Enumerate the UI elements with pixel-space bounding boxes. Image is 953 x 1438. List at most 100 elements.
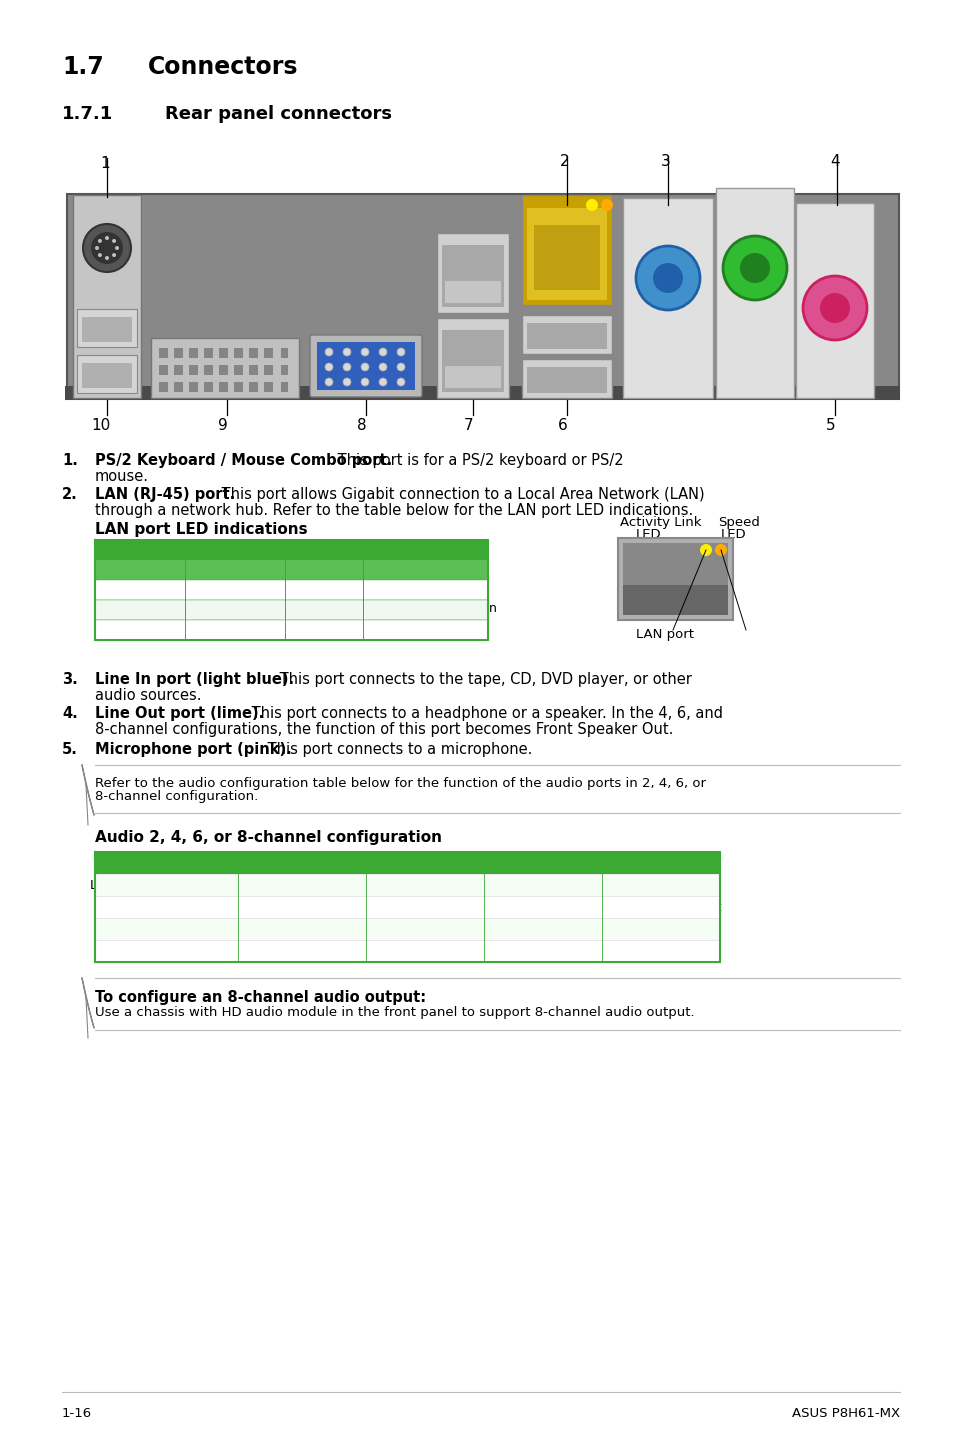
Bar [204,383,213,393]
Circle shape [98,253,102,257]
Bar [95,559,488,580]
Circle shape [636,246,700,311]
Text: LAN port LED indications: LAN port LED indications [95,522,307,536]
Circle shape [112,239,116,243]
Text: Lime (Rear panel): Lime (Rear panel) [107,900,226,913]
Text: through a network hub. Refer to the table below for the LAN port LED indications: through a network hub. Refer to the tabl… [95,503,693,518]
Circle shape [83,224,131,272]
Text: Rear Speaker Out: Rear Speaker Out [366,879,483,892]
Circle shape [325,348,333,357]
Text: GREEN: GREEN [289,623,333,636]
Text: 1: 1 [100,155,110,171]
Text: 1-16: 1-16 [62,1406,92,1419]
Text: This port connects to a headphone or a speaker. In the 4, 6, and: This port connects to a headphone or a s… [247,706,722,720]
Circle shape [585,198,598,211]
Bar [622,585,727,615]
Text: Speed LED: Speed LED [289,542,363,555]
Circle shape [740,253,769,283]
Circle shape [360,378,369,385]
Text: Use a chassis with HD audio module in the front panel to support 8-channel audio: Use a chassis with HD audio module in th… [95,1007,694,1020]
Bar [95,580,488,600]
Text: ORANGE: ORANGE [99,603,152,615]
Text: mouse.: mouse. [95,469,149,485]
Bar [441,329,503,393]
Bar [521,360,612,398]
Text: 4: 4 [829,154,839,170]
Circle shape [360,362,369,371]
Bar [521,196,612,305]
Bar [95,851,720,962]
Text: 5.: 5. [62,742,78,756]
Bar [444,280,500,303]
Bar [249,365,257,375]
Circle shape [112,253,116,257]
Text: Rear Speaker Out: Rear Speaker Out [484,879,601,892]
Circle shape [378,378,387,385]
Bar [159,348,168,358]
Bar [264,348,273,358]
Bar [795,203,873,398]
Text: Linked: Linked [189,603,230,615]
Text: 2: 2 [559,154,569,170]
Text: 6-channel: 6-channel [506,857,579,870]
Text: 4.: 4. [62,706,77,720]
Text: Front Speaker Out: Front Speaker Out [482,900,602,913]
Text: Status: Status [289,562,335,575]
Bar [716,188,793,398]
Circle shape [343,362,351,371]
Text: Line In: Line In [279,879,324,892]
Circle shape [105,236,109,240]
Bar [95,940,720,962]
Bar [82,362,132,388]
Circle shape [378,362,387,371]
Bar [159,383,168,393]
Bar [173,383,183,393]
Text: –: – [421,945,428,958]
Text: Data activity: Data activity [189,623,269,636]
Bar [95,620,488,640]
Circle shape [722,236,786,301]
Text: Lime (Front panel): Lime (Front panel) [106,945,227,958]
Bar [173,365,183,375]
Text: 6: 6 [558,418,567,433]
Bar [95,541,488,559]
Text: Rear panel connectors: Rear panel connectors [165,105,392,124]
Text: –: – [539,945,546,958]
Bar [622,198,712,398]
Bar [67,194,898,398]
Text: Line Out port (lime).: Line Out port (lime). [95,706,264,720]
Circle shape [396,348,405,357]
Text: 8-channel: 8-channel [623,857,697,870]
Bar [204,348,213,358]
Bar [95,917,720,940]
Bar [189,348,198,358]
Bar [249,383,257,393]
Bar [219,365,228,375]
Text: Activity/Link LED: Activity/Link LED [99,542,217,555]
Text: 1.7: 1.7 [62,55,104,79]
Text: This port connects to the tape, CD, DVD player, or other: This port connects to the tape, CD, DVD … [274,672,691,687]
Text: 8: 8 [356,418,366,433]
Bar [95,851,720,874]
Bar [436,233,509,313]
Text: Side Speaker Out: Side Speaker Out [602,945,719,958]
Bar [233,383,243,393]
Text: LED: LED [720,528,746,541]
Text: Activity Link: Activity Link [619,516,700,529]
Text: No link: No link [189,582,232,595]
Text: Front Speaker Out: Front Speaker Out [364,900,485,913]
Bar [233,365,243,375]
Bar [189,365,198,375]
Text: Refer to the audio configuration table below for the function of the audio ports: Refer to the audio configuration table b… [95,777,705,789]
Polygon shape [82,978,94,1028]
Bar [264,365,273,375]
Text: Microphone port (pink).: Microphone port (pink). [95,742,292,756]
Bar [622,544,727,615]
Bar [281,365,288,375]
Circle shape [396,362,405,371]
Text: Description: Description [189,562,269,575]
Text: 1.7.1: 1.7.1 [62,105,113,124]
Bar [95,600,488,620]
Circle shape [652,263,682,293]
Text: 5: 5 [825,418,835,433]
